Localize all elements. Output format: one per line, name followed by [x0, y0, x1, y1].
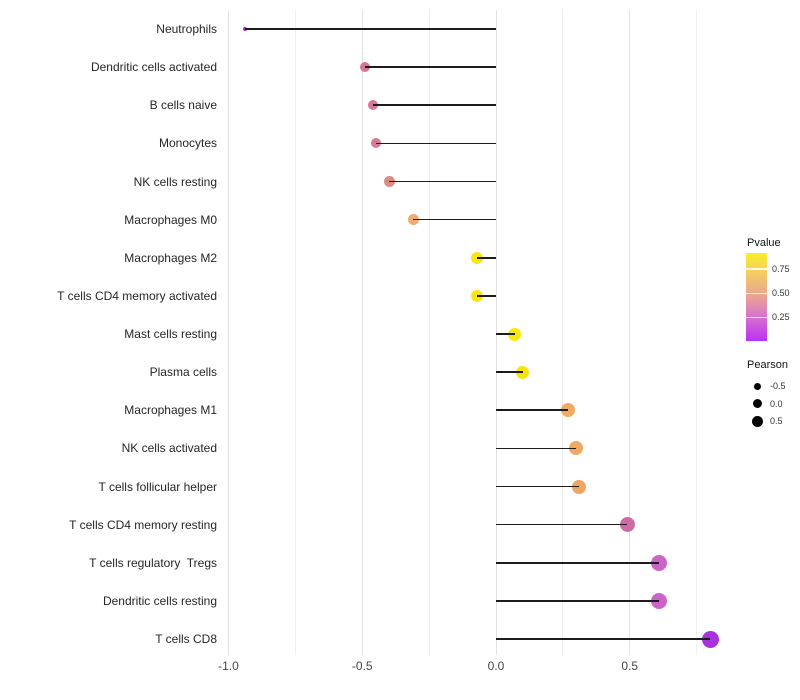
data-point-dot: [561, 403, 576, 418]
category-label: Monocytes: [158, 136, 217, 151]
pearson-size-dot: [751, 415, 763, 427]
lollipop-line: [413, 218, 496, 221]
pearson-legend-title: Pearson: [747, 359, 788, 371]
x-axis-tick-label: 0.0: [487, 659, 505, 673]
gridline-major: [361, 10, 363, 655]
data-point-dot: [651, 592, 668, 609]
pearson-size-dot: [752, 399, 762, 409]
data-point-dot: [516, 365, 530, 379]
pvalue-gradient-bar: [746, 253, 767, 341]
category-label: T cells CD4 memory activated: [57, 288, 217, 303]
lollipop-line: [372, 104, 496, 107]
lollipop-line: [364, 66, 496, 68]
category-label: Plasma cells: [149, 365, 217, 380]
data-point-dot: [571, 479, 586, 494]
pvalue-tick-label: 0.75: [772, 264, 790, 275]
pvalue-tick-label: 0.25: [772, 312, 790, 323]
category-label: Macrophages M0: [124, 212, 217, 227]
lollipop-line: [496, 409, 569, 412]
gridline-minor: [294, 10, 296, 655]
gridline-minor: [428, 10, 430, 655]
pearson-size-label: 0.0: [770, 398, 783, 409]
gridline-minor: [562, 10, 564, 655]
category-label: Dendritic cells resting: [102, 593, 217, 608]
pvalue-tick-mark: [746, 316, 767, 319]
lollipop-line: [496, 447, 577, 450]
lollipop-line: [496, 333, 515, 335]
gridline-major: [629, 10, 631, 655]
category-label: T cells CD4 memory resting: [69, 517, 217, 532]
lollipop-line: [496, 371, 523, 373]
lollipop-line: [375, 142, 496, 145]
category-label: Macrophages M1: [124, 403, 217, 418]
x-axis-tick-label: 0.5: [621, 659, 639, 673]
data-point-dot: [619, 517, 635, 533]
lollipop-line: [389, 180, 496, 183]
category-label: T cells follicular helper: [98, 479, 218, 494]
pvalue-tick-mark: [746, 292, 767, 295]
category-label: NK cells activated: [121, 441, 217, 456]
pearson-size-label: 0.5: [770, 416, 783, 427]
category-label: Macrophages M2: [124, 250, 217, 265]
category-label: T cells regulatory Tregs: [89, 555, 217, 570]
category-label: Mast cells resting: [124, 327, 217, 341]
pvalue-legend-title: Pvalue: [747, 237, 781, 249]
lollipop-line: [496, 638, 710, 640]
gridline-minor: [696, 10, 698, 655]
x-axis-tick-label: -0.5: [351, 659, 373, 673]
data-point-dot: [651, 554, 668, 571]
data-point-dot: [701, 630, 719, 648]
category-label: NK cells resting: [133, 174, 217, 189]
category-label: B cells naive: [149, 98, 217, 113]
pearson-size-dot: [753, 382, 761, 390]
pearson-size-label: -0.5: [770, 381, 786, 391]
lollipop-line: [496, 600, 660, 602]
category-label: T cells CD8: [155, 632, 217, 646]
lollipop-line: [477, 295, 496, 297]
category-label: Neutrophils: [156, 22, 217, 36]
lollipop-line: [496, 523, 628, 526]
data-point-dot: [508, 327, 522, 341]
pvalue-tick-label: 0.50: [772, 288, 790, 299]
category-label: Dendritic cells activated: [90, 60, 217, 75]
lollipop-line: [496, 485, 579, 488]
pvalue-tick-mark: [746, 268, 767, 270]
lollipop-line: [477, 256, 496, 259]
data-point-dot: [569, 441, 584, 456]
lollipop-line: [244, 28, 496, 30]
x-axis-tick-label: -1.0: [218, 659, 239, 673]
gridline-major: [495, 10, 497, 655]
gridline-major: [228, 10, 229, 655]
lollipop-line: [496, 561, 660, 564]
